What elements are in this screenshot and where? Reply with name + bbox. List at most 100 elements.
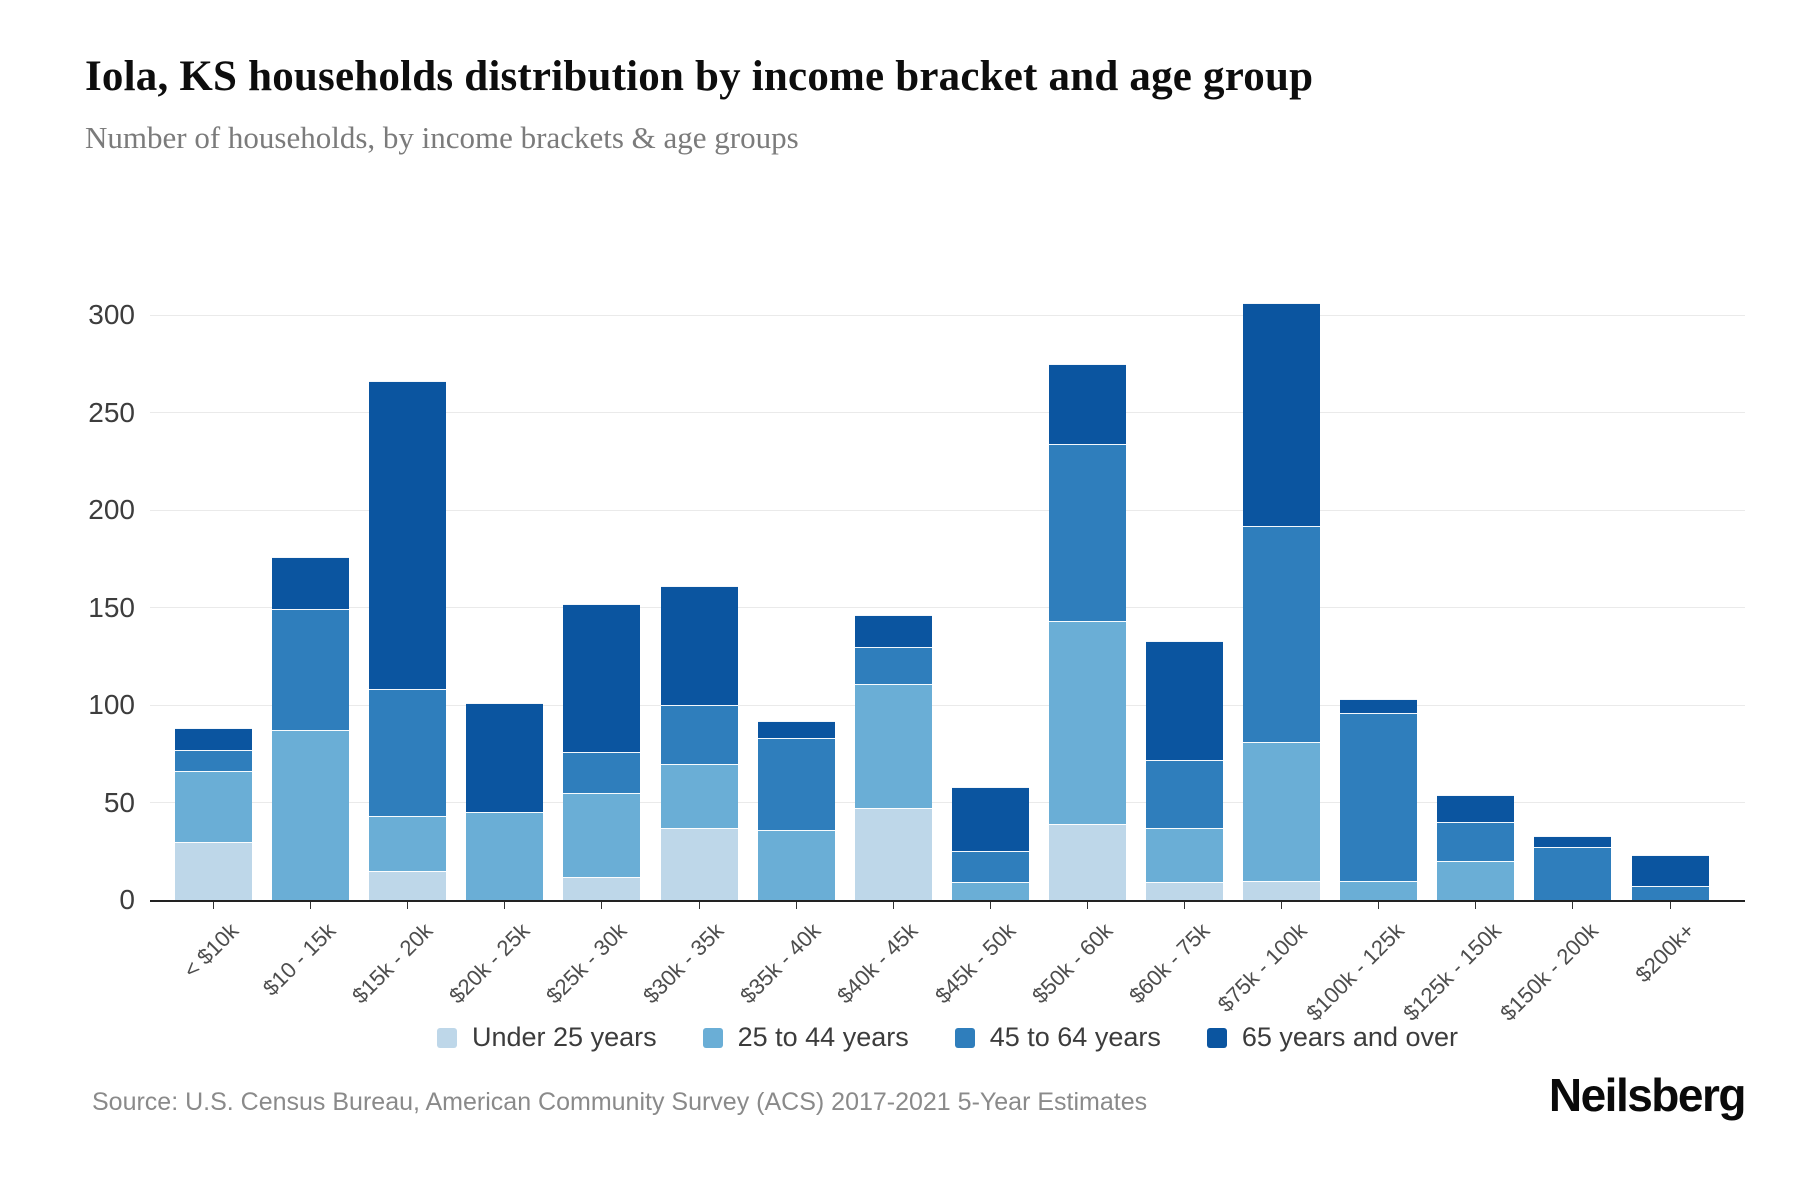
bar-segment[interactable] <box>369 381 447 690</box>
bar-segment[interactable] <box>1534 835 1612 848</box>
y-axis-tick-label: 300 <box>88 299 135 330</box>
axis-tick <box>698 902 700 909</box>
bar-segment[interactable] <box>1437 794 1515 822</box>
y-axis-tick-label: 250 <box>88 396 135 428</box>
bar-segment[interactable] <box>660 705 738 764</box>
bar-segment[interactable] <box>854 615 932 647</box>
bar-segment[interactable] <box>272 556 350 610</box>
bar-segment[interactable] <box>854 646 932 684</box>
bar-segment[interactable] <box>951 882 1029 900</box>
bar-segment[interactable] <box>951 786 1029 852</box>
legend-swatch-65-and-over-icon <box>1206 1027 1227 1048</box>
bar-segment[interactable] <box>1048 621 1126 824</box>
legend-item-25-to-44[interactable]: 25 to 44 years <box>702 1022 909 1053</box>
gridline <box>150 509 1745 511</box>
bar-segment[interactable] <box>1534 847 1612 900</box>
bar-column <box>563 270 641 900</box>
legend-label: 65 years and over <box>1241 1022 1458 1052</box>
x-axis-tick-label: $60k - 75k <box>1123 918 1215 1009</box>
gridline <box>150 314 1745 316</box>
bar-segment[interactable] <box>1340 712 1418 881</box>
bar-segment[interactable] <box>951 851 1029 883</box>
bar-column <box>175 270 252 900</box>
y-axis-tick-label: 0 <box>119 884 135 915</box>
bar-segment[interactable] <box>757 720 835 739</box>
bar-segment[interactable] <box>563 751 641 793</box>
bar-column <box>1631 270 1709 900</box>
axis-tick <box>213 902 214 909</box>
bar-segment[interactable] <box>466 812 544 900</box>
bar-segment[interactable] <box>563 792 641 877</box>
bar-segment[interactable] <box>1146 827 1223 883</box>
x-axis-tick-label: $25k - 30k <box>541 918 632 1009</box>
bar-segment[interactable] <box>369 689 447 817</box>
bar-segment[interactable] <box>175 841 252 900</box>
bar-segment[interactable] <box>1631 855 1709 887</box>
bar-segment[interactable] <box>854 808 932 900</box>
x-axis-tick-label: $45k - 50k <box>929 918 1020 1009</box>
bar-column <box>951 270 1029 900</box>
bar-column <box>1534 270 1612 900</box>
bar-column <box>1048 270 1126 900</box>
bar-segment[interactable] <box>272 609 350 731</box>
bar-segment[interactable] <box>1048 823 1126 900</box>
axis-tick <box>1572 902 1574 909</box>
axis-tick <box>504 902 506 909</box>
axis-tick <box>892 902 894 909</box>
bar-segment[interactable] <box>1146 882 1223 900</box>
x-axis-tick-label: $20k - 25k <box>444 918 535 1009</box>
bar-segment[interactable] <box>660 827 738 900</box>
x-axis-tick-label: $10 - 15k <box>257 918 341 1001</box>
bar-segment[interactable] <box>1243 525 1321 743</box>
bar-segment[interactable] <box>563 603 641 752</box>
bar-segment[interactable] <box>1048 443 1126 622</box>
bar-segment[interactable] <box>757 829 835 900</box>
bar-segment[interactable] <box>563 876 641 900</box>
legend-label: Under 25 years <box>472 1022 657 1052</box>
bar-segment[interactable] <box>1340 880 1418 900</box>
bar-column <box>1437 270 1515 900</box>
bar-segment[interactable] <box>369 816 447 871</box>
axis-tick <box>1475 902 1477 909</box>
bar-segment[interactable] <box>1146 640 1223 760</box>
bar-segment[interactable] <box>660 763 738 828</box>
legend-item-under-25[interactable]: Under 25 years <box>437 1022 657 1053</box>
axis-tick <box>407 902 409 909</box>
y-axis-tick-label: 50 <box>103 786 135 818</box>
bar-segment[interactable] <box>175 771 252 842</box>
axis-tick <box>1378 902 1380 909</box>
bar-segment[interactable] <box>1243 880 1321 900</box>
x-axis-tick-label: $30k - 35k <box>638 918 729 1009</box>
bar-segment[interactable] <box>660 586 738 705</box>
bar-segment[interactable] <box>1437 822 1515 861</box>
bar-segment[interactable] <box>1243 742 1321 881</box>
y-axis-tick-label: 200 <box>88 494 135 525</box>
neilsberg-logo[interactable]: Neilsberg <box>1548 1069 1747 1121</box>
bar-column <box>272 270 350 900</box>
bar-segment[interactable] <box>1631 886 1709 900</box>
bar-column <box>1146 270 1223 900</box>
axis-tick <box>601 902 603 909</box>
legend: Under 25 years 25 to 44 years 45 to 64 y… <box>150 1022 1745 1053</box>
bar-segment[interactable] <box>1437 861 1515 900</box>
bar-column <box>1243 270 1321 900</box>
legend-label: 45 to 64 years <box>989 1022 1161 1052</box>
bar-segment[interactable] <box>854 683 932 809</box>
x-axis-tick-label: $75k - 100k <box>1212 918 1312 1017</box>
bar-segment[interactable] <box>466 703 544 813</box>
x-axis-tick-label: $125k - 150k <box>1397 918 1506 1026</box>
bar-segment[interactable] <box>1048 363 1126 444</box>
bar-segment[interactable] <box>272 730 350 900</box>
bar-segment[interactable] <box>1243 303 1321 526</box>
x-axis-tick-label: $40k - 45k <box>832 918 923 1009</box>
bar-segment[interactable] <box>757 738 835 830</box>
bar-segment[interactable] <box>369 870 447 900</box>
legend-item-65-and-over[interactable]: 65 years and over <box>1206 1022 1458 1053</box>
bar-segment[interactable] <box>1340 699 1418 713</box>
bar-segment[interactable] <box>1146 759 1223 828</box>
axis-tick <box>1281 902 1283 909</box>
legend-item-45-to-64[interactable]: 45 to 64 years <box>954 1022 1161 1053</box>
bar-segment[interactable] <box>175 728 252 750</box>
bar-segment[interactable] <box>175 749 252 772</box>
